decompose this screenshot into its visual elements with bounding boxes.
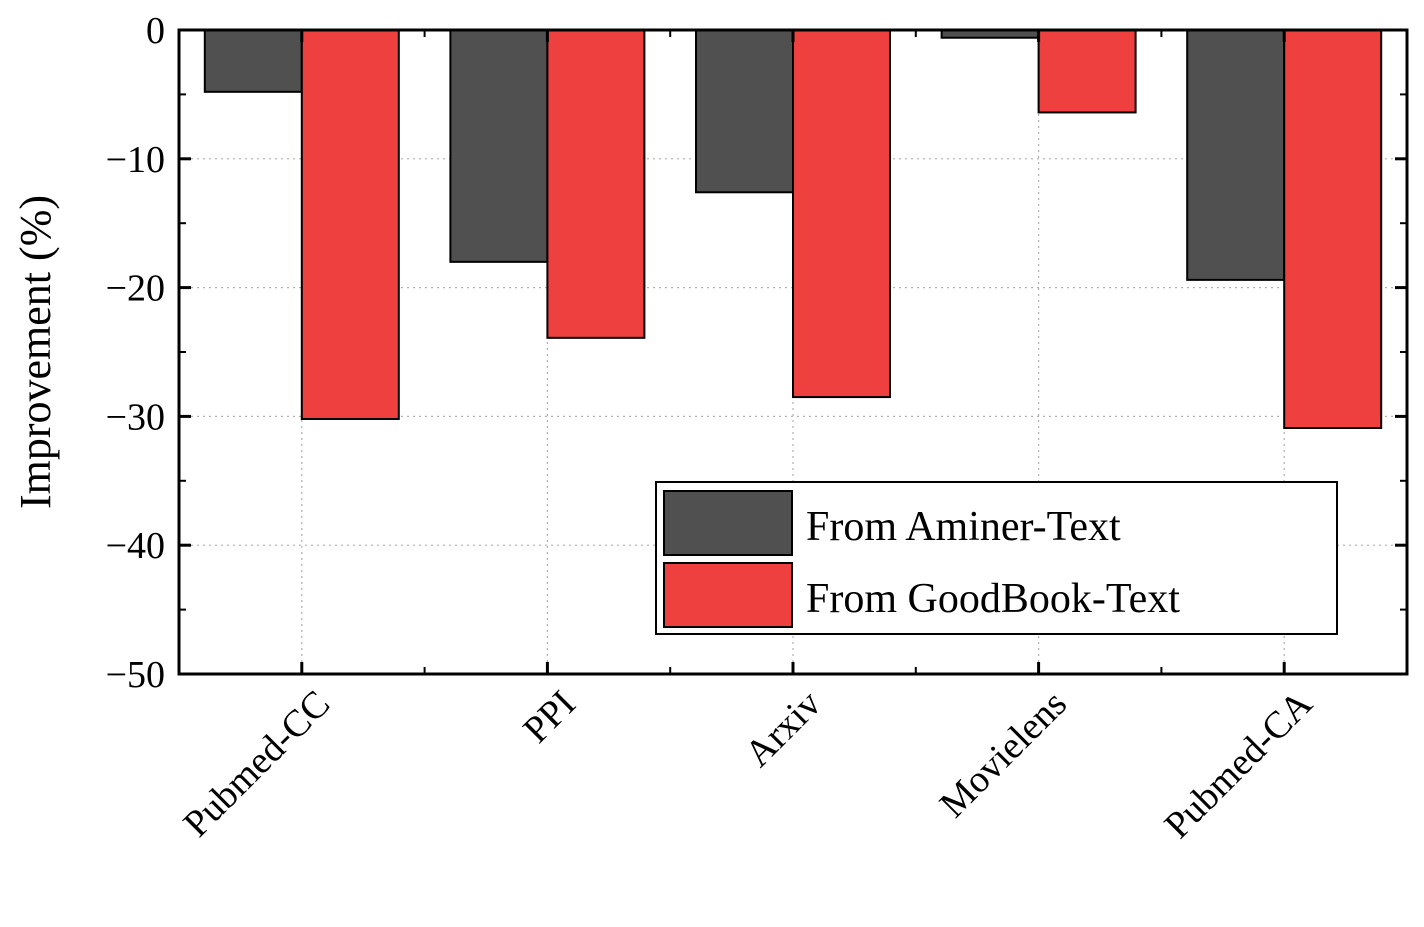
- legend: From Aminer-Text From GoodBook-Text: [655, 481, 1338, 635]
- y-tick-label: −50: [106, 654, 165, 696]
- y-tick-label: 0: [146, 10, 165, 52]
- bar-goodbook: [792, 29, 891, 399]
- bar-aminer: [203, 29, 303, 93]
- bar-aminer: [1186, 29, 1286, 281]
- legend-label-goodbook: From GoodBook-Text: [806, 576, 1180, 622]
- y-tick-label: −10: [106, 139, 165, 181]
- x-tick-label: PPI: [515, 683, 584, 752]
- bar-goodbook: [300, 29, 400, 420]
- bar-goodbook: [1037, 29, 1137, 114]
- y-tick-label: −20: [106, 268, 165, 310]
- legend-label-aminer: From Aminer-Text: [806, 504, 1121, 550]
- legend-swatch-goodbook: [663, 562, 793, 628]
- bar-goodbook: [546, 29, 646, 339]
- bar-goodbook: [1283, 29, 1383, 429]
- y-tick-label: −40: [106, 525, 165, 567]
- legend-swatch-aminer: [663, 490, 793, 556]
- y-tick-label: −30: [106, 396, 165, 438]
- x-tick-label: Movielens: [932, 683, 1075, 826]
- x-tick-label: Pubmed-CC: [176, 683, 339, 846]
- y-axis-label: Improvement (%): [11, 195, 60, 509]
- bar-aminer: [695, 29, 794, 194]
- bars: [203, 29, 1383, 429]
- bar-aminer: [449, 29, 549, 263]
- x-tick-label: Arxiv: [737, 683, 829, 775]
- x-tick-label: Pubmed-CA: [1157, 682, 1321, 846]
